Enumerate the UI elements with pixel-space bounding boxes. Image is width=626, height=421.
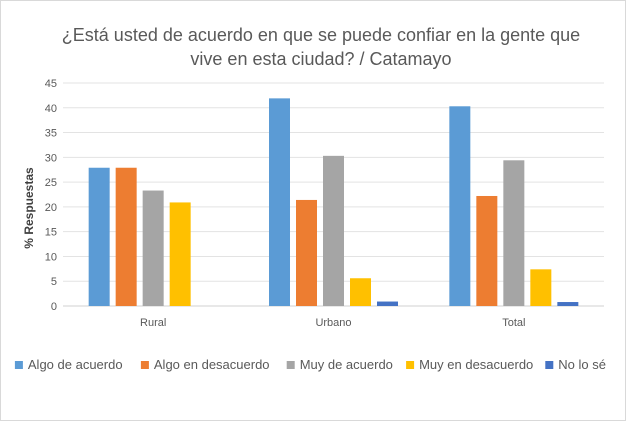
y-tick-label: 45 [45,78,57,90]
x-tick-label: Urbano [315,317,351,329]
bar-rural-3 [142,190,164,306]
bar-urbano-4 [350,278,371,306]
chart-title-line-2: vive en esta ciudad? / Catamayo [190,49,452,69]
chart-title: ¿Está usted de acuerdo en que se puede c… [41,23,601,71]
bar-total-2 [476,195,498,306]
y-tick-label: 35 [45,128,57,140]
bar-urbano-5 [377,301,398,306]
legend-swatch [140,361,149,369]
y-axis-label: % Respuestas [22,167,36,249]
x-tick-label: Total [502,317,525,329]
x-tick-label: Rural [140,317,166,329]
chart-title-line-1: ¿Está usted de acuerdo en que se puede c… [61,25,581,45]
legend-swatch [286,361,295,369]
bar-total-1 [449,106,471,307]
y-tick-label: 15 [45,227,57,239]
bar-total-3 [503,160,525,306]
y-tick-label: 5 [51,276,57,288]
legend-label: Muy en desacuerdo [419,357,533,372]
bar-total-4 [530,269,552,306]
legend-label: Muy de acuerdo [300,357,393,372]
legend-label: Algo de acuerdo [28,357,123,372]
legend-swatch [545,361,554,369]
y-axis-ticks: 0 5 10 15 20 25 30 35 40 45 [45,78,57,313]
bars [88,98,579,307]
y-tick-label: 10 [45,251,57,263]
y-tick-label: 30 [45,152,57,164]
y-tick-label: 25 [45,177,57,189]
legend: Algo de acuerdo Algo en desacuerdo Muy de … [14,357,606,372]
bar-urbano-1 [269,98,290,307]
bar-rural-1 [88,167,110,306]
legend-label: Algo en desacuerdo [154,357,270,372]
y-tick-label: 0 [51,301,57,313]
y-tick-label: 40 [45,103,57,115]
bar-urbano-3 [323,155,344,306]
bar-rural-2 [115,167,137,306]
legend-swatch [14,361,23,369]
bar-total-5 [557,302,579,306]
bar-urbano-2 [296,199,317,306]
y-tick-label: 20 [45,202,57,214]
legend-label: No lo sé [558,357,606,372]
x-axis-ticks: Rural Urbano Total [140,317,525,329]
bar-rural-4 [169,202,191,306]
legend-swatch [406,361,415,369]
